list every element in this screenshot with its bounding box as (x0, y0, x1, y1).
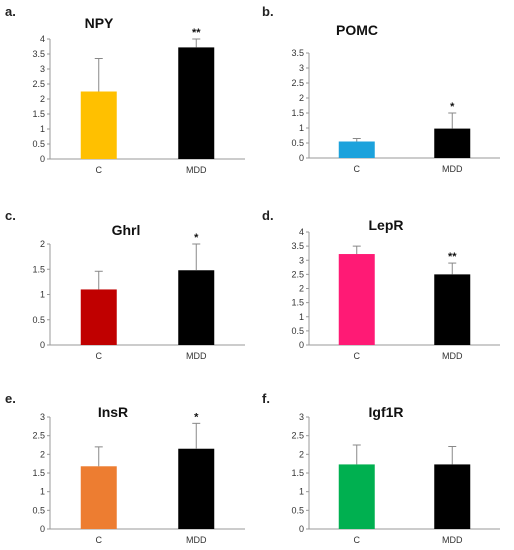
bar-mdd (178, 448, 215, 529)
y-tick-label: 1.5 (291, 298, 304, 308)
significance-marker: * (194, 232, 199, 244)
y-tick-label: 3.5 (291, 241, 304, 251)
y-tick-label: 0.5 (32, 139, 45, 149)
y-tick-label: 1 (299, 312, 304, 322)
y-tick-label: 1 (40, 124, 45, 134)
y-tick-label: 2 (40, 449, 45, 459)
panel-letter: a. (5, 4, 16, 19)
y-tick-label: 2 (299, 93, 304, 103)
panel-letter: d. (262, 208, 274, 223)
y-tick-label: 0.5 (32, 315, 45, 325)
x-category-label: C (354, 351, 361, 361)
chart-title: Igf1R (369, 404, 404, 420)
chart-title: NPY (85, 15, 114, 31)
chart-title: POMC (336, 22, 378, 38)
y-tick-label: 2.5 (32, 79, 45, 89)
y-tick-label: 1.5 (291, 468, 304, 478)
significance-marker: ** (192, 27, 201, 39)
y-tick-label: 2 (40, 94, 45, 104)
y-tick-label: 2 (299, 449, 304, 459)
y-tick-label: 1.5 (32, 264, 45, 274)
x-category-label: MDD (442, 351, 463, 361)
chart-panel-npy: a. NPY 0 0.5 1 1.5 2 2.5 3 3.5 4 C ** MDD (5, 4, 245, 175)
bar-c (338, 141, 375, 158)
y-tick-label: 0 (40, 340, 45, 350)
significance-marker: * (194, 411, 199, 423)
y-tick-label: 3.5 (291, 48, 304, 58)
x-category-label: C (354, 164, 361, 174)
bar-c (80, 91, 117, 159)
y-tick-label: 2 (40, 239, 45, 249)
y-tick-label: 2.5 (291, 78, 304, 88)
bar-c (80, 289, 117, 345)
y-tick-label: 3 (40, 64, 45, 74)
y-tick-label: 1.5 (32, 468, 45, 478)
y-tick-label: 3 (40, 412, 45, 422)
y-tick-label: 3 (299, 255, 304, 265)
bar-mdd (178, 47, 215, 159)
chart-title: LepR (369, 217, 404, 233)
bar-mdd (178, 270, 215, 345)
x-category-label: MDD (186, 535, 207, 545)
y-tick-label: 1 (40, 487, 45, 497)
x-category-label: MDD (186, 351, 207, 361)
chart-title: InsR (98, 404, 128, 420)
y-tick-label: 0 (40, 524, 45, 534)
y-tick-label: 2 (299, 284, 304, 294)
bar-c (80, 466, 117, 529)
bar-c (338, 464, 375, 529)
x-category-label: MDD (186, 165, 207, 175)
y-tick-label: 0 (299, 340, 304, 350)
chart-panel-lepr: d. LepR 0 0.5 1 1.5 2 2.5 3 3.5 4 C ** MDD (262, 208, 500, 361)
y-tick-label: 1.5 (291, 108, 304, 118)
y-tick-label: 0.5 (291, 505, 304, 515)
x-category-label: C (96, 351, 103, 361)
y-tick-label: 1 (40, 290, 45, 300)
panel-letter: c. (5, 208, 16, 223)
y-tick-label: 1 (299, 123, 304, 133)
bar-mdd (434, 274, 471, 345)
y-tick-label: 3 (299, 412, 304, 422)
panel-letter: b. (262, 4, 274, 19)
x-category-label: MDD (442, 164, 463, 174)
x-category-label: C (96, 535, 103, 545)
bar-mdd (434, 128, 471, 158)
x-category-label: C (96, 165, 103, 175)
y-tick-label: 0 (299, 153, 304, 163)
y-tick-label: 2.5 (32, 431, 45, 441)
chart-panel-ghrl: c. Ghrl 0 0.5 1 1.5 2 C * MDD (5, 208, 245, 361)
y-tick-label: 0.5 (32, 505, 45, 515)
y-tick-label: 4 (299, 227, 304, 237)
y-tick-label: 3 (299, 63, 304, 73)
y-tick-label: 1 (299, 487, 304, 497)
bar-c (338, 254, 375, 345)
y-tick-label: 1.5 (32, 109, 45, 119)
x-category-label: MDD (442, 535, 463, 545)
significance-marker: * (450, 101, 455, 113)
chart-panel-insr: e. InsR 0 0.5 1 1.5 2 2.5 3 C * MDD (5, 391, 245, 545)
y-tick-label: 0.5 (291, 326, 304, 336)
y-tick-label: 2.5 (291, 431, 304, 441)
chart-panel-pomc: b. POMC 0 0.5 1 1.5 2 2.5 3 3.5 C * MDD (262, 4, 500, 174)
y-tick-label: 0 (40, 154, 45, 164)
y-tick-label: 3.5 (32, 49, 45, 59)
x-category-label: C (354, 535, 361, 545)
y-tick-label: 0 (299, 524, 304, 534)
panel-letter: e. (5, 391, 16, 406)
y-tick-label: 0.5 (291, 138, 304, 148)
chart-title: Ghrl (112, 222, 141, 238)
significance-marker: ** (448, 251, 457, 263)
chart-panel-igf1r: f. Igf1R 0 0.5 1 1.5 2 2.5 3 C MDD (262, 391, 500, 545)
y-tick-label: 2.5 (291, 269, 304, 279)
panel-letter: f. (262, 391, 270, 406)
y-tick-label: 4 (40, 34, 45, 44)
bar-mdd (434, 464, 471, 529)
